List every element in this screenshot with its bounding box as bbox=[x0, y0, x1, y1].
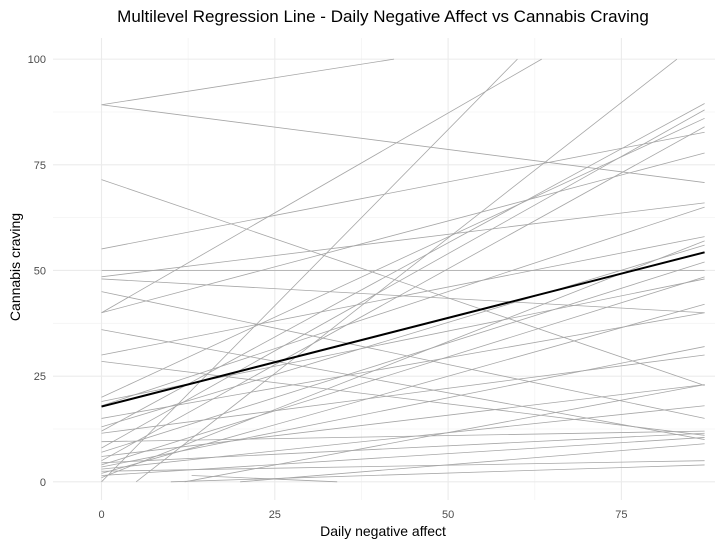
subject-regression-line bbox=[101, 360, 705, 436]
x-tick-label: 0 bbox=[98, 509, 104, 521]
subject-regression-line bbox=[101, 236, 705, 356]
y-axis-title: Cannabis craving bbox=[7, 213, 23, 321]
subject-regression-line bbox=[184, 384, 705, 483]
fixed-effect-line bbox=[101, 251, 705, 408]
subject-regression-line bbox=[101, 179, 705, 386]
subject-regression-line bbox=[101, 261, 705, 453]
subject-regression-line bbox=[101, 58, 542, 314]
subject-regression-line bbox=[101, 303, 705, 474]
subject-regression-line bbox=[101, 58, 518, 483]
subject-regression-line bbox=[101, 312, 705, 419]
x-axis-title: Daily negative affect bbox=[320, 523, 446, 539]
subject-regression-line bbox=[101, 405, 705, 470]
subject-regression-line bbox=[101, 109, 705, 449]
subject-regression-line bbox=[101, 103, 705, 432]
y-tick-label: 25 bbox=[34, 371, 46, 383]
subject-regression-line bbox=[101, 240, 705, 478]
subject-regression-line bbox=[101, 104, 705, 183]
fixed-effect-layer bbox=[101, 251, 705, 408]
subject-regression-line bbox=[101, 131, 705, 250]
subject-regression-line bbox=[101, 432, 705, 464]
subject-regression-line bbox=[101, 152, 705, 314]
subject-regression-line bbox=[170, 464, 705, 483]
subject-regression-line bbox=[101, 244, 705, 428]
subject-regression-line bbox=[101, 437, 705, 476]
tick-labels-layer: 0 25 50 75 0 25 50 75 100 bbox=[28, 54, 628, 521]
subject-regression-line bbox=[101, 276, 705, 466]
subject-lines-layer bbox=[101, 58, 705, 483]
subject-regression-line bbox=[101, 329, 705, 440]
subject-regression-line bbox=[240, 443, 705, 483]
subject-regression-line bbox=[101, 126, 705, 462]
x-tick-label: 25 bbox=[269, 509, 281, 521]
subject-regression-line bbox=[101, 58, 395, 106]
y-tick-label: 0 bbox=[40, 477, 46, 489]
x-tick-label: 50 bbox=[442, 509, 454, 521]
y-tick-label: 50 bbox=[34, 265, 46, 277]
subject-regression-line bbox=[101, 346, 705, 468]
subject-regression-line bbox=[101, 430, 705, 443]
y-tick-label: 100 bbox=[28, 54, 46, 66]
chart-title: Multilevel Regression Line - Daily Negat… bbox=[117, 7, 649, 26]
subject-regression-line bbox=[101, 291, 705, 419]
x-tick-label: 75 bbox=[615, 509, 627, 521]
subject-regression-line bbox=[101, 117, 705, 398]
subject-regression-line bbox=[101, 202, 705, 278]
subject-regression-line bbox=[101, 384, 705, 457]
y-tick-label: 75 bbox=[34, 160, 46, 172]
subject-regression-line bbox=[101, 206, 705, 407]
subject-regression-line bbox=[135, 58, 678, 483]
